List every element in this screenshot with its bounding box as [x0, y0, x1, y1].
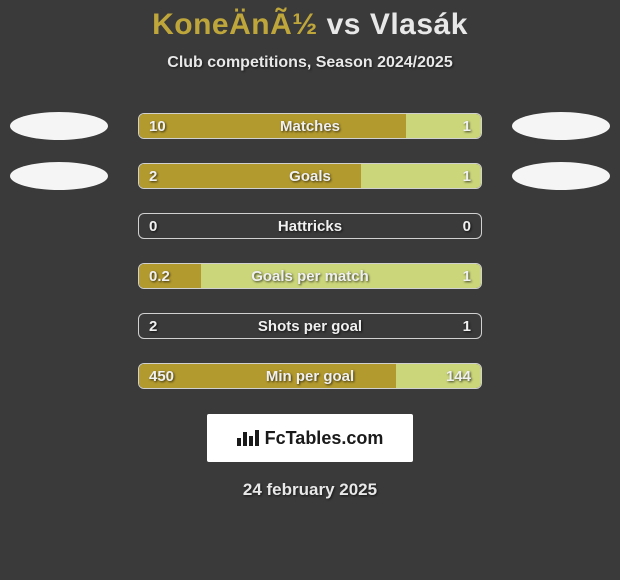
page-title: KoneÄnÃ½ vs Vlasák	[0, 8, 620, 42]
stat-bar: 0.21Goals per match	[138, 263, 482, 289]
stat-label: Hattricks	[139, 214, 481, 239]
stat-label: Matches	[139, 114, 481, 139]
stat-bar: 00Hattricks	[138, 213, 482, 239]
stat-row: 0.21Goals per match	[0, 262, 620, 290]
player2-oval	[512, 162, 610, 190]
subtitle: Club competitions, Season 2024/2025	[0, 54, 620, 72]
stat-bar: 450144Min per goal	[138, 363, 482, 389]
player1-name: KoneÄnÃ½	[152, 8, 318, 41]
logo-box: FcTables.com	[207, 414, 413, 462]
bars-icon	[237, 430, 259, 446]
stat-label: Goals	[139, 164, 481, 189]
stat-row: 21Goals	[0, 162, 620, 190]
stat-bar: 101Matches	[138, 113, 482, 139]
stat-label: Min per goal	[139, 364, 481, 389]
player1-oval	[10, 112, 108, 140]
stat-label: Goals per match	[139, 264, 481, 289]
stat-row: 21Shots per goal	[0, 312, 620, 340]
vs-text: vs	[327, 8, 361, 41]
player1-oval	[10, 162, 108, 190]
stat-row: 101Matches	[0, 112, 620, 140]
stat-bar: 21Shots per goal	[138, 313, 482, 339]
stat-row: 00Hattricks	[0, 212, 620, 240]
stat-label: Shots per goal	[139, 314, 481, 339]
comparison-container: KoneÄnÃ½ vs Vlasák Club competitions, Se…	[0, 0, 620, 500]
stat-bar: 21Goals	[138, 163, 482, 189]
stats-rows: 101Matches 21Goals 00Hattricks 0.21Goals pe…	[0, 112, 620, 390]
date: 24 february 2025	[0, 480, 620, 500]
logo-text: FcTables.com	[265, 428, 384, 449]
player2-oval	[512, 112, 610, 140]
logo: FcTables.com	[237, 428, 384, 449]
stat-row: 450144Min per goal	[0, 362, 620, 390]
player2-name: Vlasák	[370, 8, 468, 41]
